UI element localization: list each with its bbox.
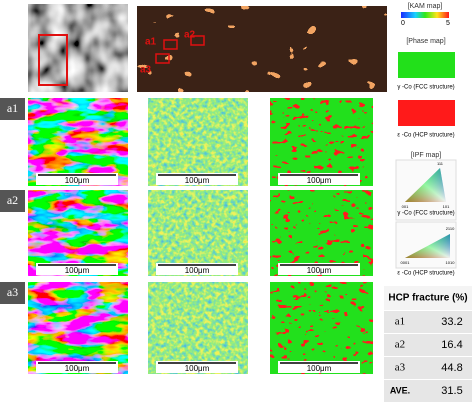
phase-map: [270, 282, 373, 374]
scale-bar-box: [36, 173, 118, 185]
map-rows: a1 100μm 100μm 100μm a2 100μm 100μm 100μm a3 100μ…: [0, 98, 373, 374]
kam-map: [148, 190, 248, 276]
ipf-triangle: [405, 168, 446, 202]
scale-bar-label: 100μm: [65, 364, 90, 373]
scale-bar-box: [278, 361, 360, 373]
table-row-bg: [384, 357, 472, 379]
ipf-corner: 111: [437, 161, 444, 166]
phase-label: γ -Co (FCC structure): [397, 85, 454, 91]
scale-bar-label: 100μm: [307, 176, 332, 185]
fraction-table: HCP fracture (%) a1 33.2 a2 16.4 a3 44.8 AVE. 31…: [384, 286, 472, 402]
row-label-box: [0, 190, 25, 212]
color-bar: [401, 12, 449, 18]
table-cell: AVE.: [390, 385, 410, 395]
table-header: HCP fracture (%): [388, 293, 467, 304]
ipf-triangle: [405, 234, 450, 258]
ipf-map: [28, 190, 128, 276]
scale-bar-box: [36, 361, 118, 373]
table-cell: a1: [395, 316, 405, 328]
ipf-corner: 101: [443, 204, 450, 209]
color-bar-max: 5: [446, 20, 450, 27]
scale-bar-box: [156, 361, 238, 373]
legend-title: [Phase map]: [406, 38, 445, 45]
ipf-corner: 2110: [446, 226, 455, 231]
phase-swatch: [398, 100, 455, 126]
overview-image: [137, 6, 387, 92]
scale-bar-label: 100μm: [307, 266, 332, 275]
ipf-corner: 1010: [446, 260, 456, 265]
table-cell: a2: [395, 339, 405, 351]
table-row-bg: [384, 334, 472, 356]
region-label: a3: [140, 65, 152, 76]
phase-map: [270, 190, 373, 276]
kam-map: [148, 98, 248, 186]
scale-bar-box: [36, 263, 118, 275]
row-label: a2: [7, 193, 18, 207]
scale-bar-label: 100μm: [185, 364, 210, 373]
ipf-label: γ -Co (FCC structure): [397, 211, 454, 217]
region-box: [38, 34, 68, 86]
region-box: [163, 39, 178, 50]
table-row-bg: [384, 311, 472, 333]
row-label: a3: [7, 285, 18, 299]
region-label: a1: [145, 37, 157, 48]
row-label-box: [0, 282, 25, 304]
table-cell: a3: [395, 362, 406, 374]
row-label-box: [0, 98, 25, 120]
table-cell: 44.8: [441, 362, 462, 374]
region-box: [190, 35, 205, 46]
row-label: a1: [7, 101, 18, 115]
table-cell: 31.5: [441, 385, 462, 397]
scale-bar-box: [156, 263, 238, 275]
legend-title: [IPF map]: [411, 152, 441, 159]
table-cell: 33.2: [441, 316, 462, 328]
scale-bar-label: 100μm: [185, 266, 210, 275]
phase-swatch: [398, 52, 455, 78]
kam-map: [148, 282, 248, 374]
table-row-bg: [384, 380, 472, 402]
ipf-corner: 0001: [401, 260, 411, 265]
scale-bar-label: 100μm: [185, 176, 210, 185]
table-header-bg: [384, 286, 472, 310]
scale-bar-box: [278, 263, 360, 275]
region-label: a2: [184, 30, 196, 41]
scale-bar-label: 100μm: [65, 176, 90, 185]
ipf-map: [28, 282, 128, 374]
scale-bar-label: 100μm: [65, 266, 90, 275]
scale-bar-box: [278, 173, 360, 185]
ipf-label: ε -Co (HCP structure): [397, 271, 454, 277]
ipf-corner: 001: [402, 204, 409, 209]
ipf-map: [28, 98, 128, 186]
region-box: [155, 53, 170, 64]
sem-image: [28, 4, 128, 92]
scale-bar-label: 100μm: [307, 364, 332, 373]
phase-map: [270, 98, 373, 186]
color-bar-min: 0: [401, 20, 405, 27]
phase-label: ε -Co (HCP structure): [397, 133, 454, 139]
table-cell: 16.4: [441, 339, 462, 351]
scale-bar-box: [156, 173, 238, 185]
legend-title: [KAM map]: [408, 3, 443, 10]
